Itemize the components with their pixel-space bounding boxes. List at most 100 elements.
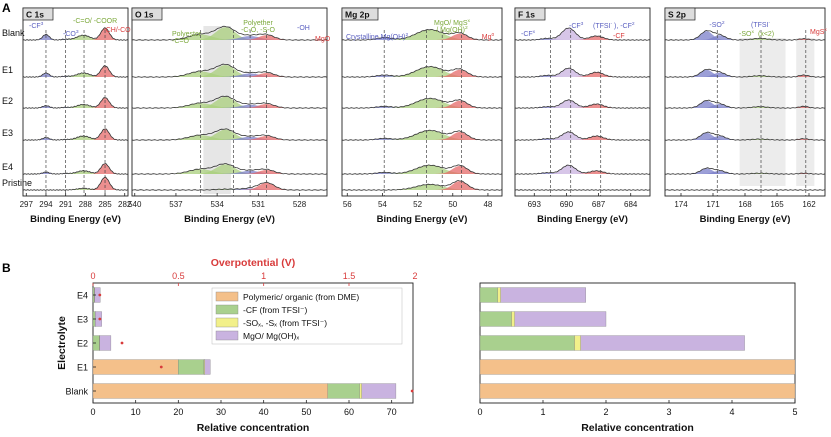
peak-annotation: -SO2	[709, 20, 724, 29]
peak-annotation: MgSx	[810, 28, 827, 36]
spectrum-envelope	[664, 131, 826, 141]
peak-fill	[59, 104, 108, 108]
spectrum-envelope	[342, 164, 503, 175]
peak-fill	[543, 132, 594, 140]
spectrum-envelope	[22, 128, 129, 141]
peak-annotation: (x<2)	[758, 31, 774, 38]
subplot-s2p: S 2p -SO2 (TFSI--SOx (x<2) MgSx 174 171 168 165 1…	[664, 7, 827, 225]
legend-label: -CF (from TFSI⁻)	[243, 305, 307, 315]
bar-segment	[92, 359, 179, 375]
tick-label: 54	[378, 200, 387, 209]
peak-fill	[732, 38, 788, 40]
secondary-tick-label: 0	[90, 271, 95, 281]
spectrum-envelope	[131, 95, 328, 109]
category-label: Blank	[65, 387, 88, 397]
spectrum-envelope	[132, 163, 328, 175]
spectrum-envelope	[22, 176, 129, 191]
tick-label: 174	[674, 200, 688, 209]
tick-label: 70	[387, 407, 397, 417]
spectrum-envelope	[664, 68, 826, 78]
peak-fill	[432, 132, 488, 140]
tick-label: 294	[39, 200, 53, 209]
bar-segment	[479, 383, 796, 399]
peak-annotation: Polyester	[172, 31, 202, 38]
spectrum-envelope	[341, 129, 503, 141]
peak-fill	[524, 106, 570, 108]
subplot-frame	[341, 7, 503, 197]
peak-fill	[356, 172, 412, 174]
peak-fill	[787, 75, 821, 77]
peak-fill	[214, 188, 286, 190]
peak-annotation: Mg0	[482, 32, 495, 41]
tick-label: 1	[540, 407, 545, 417]
tick-label: 20	[173, 407, 183, 417]
spectrum-envelope	[665, 167, 826, 175]
spectrum-envelope	[514, 189, 651, 191]
bar-segment	[511, 311, 515, 327]
tick-label: 50	[448, 200, 457, 209]
spectrum-envelope	[22, 27, 129, 41]
tick-label: 4	[729, 407, 734, 417]
subplot-c1s: C 1s-CF3 -CO3 -C=O/ -COOR -CH/-CO 297 294 291 2…	[20, 7, 132, 225]
tick-label: 534	[210, 200, 224, 209]
bar-segment	[514, 311, 607, 327]
peak-fill	[379, 184, 481, 190]
peak-fill	[52, 39, 80, 40]
peak-annotation: / Mg(OH)2	[436, 25, 468, 34]
overpotential-marker	[98, 293, 102, 297]
peak-fill	[787, 138, 821, 140]
spectrum-envelope	[664, 189, 826, 191]
legend-label: -SOₓ, -Sₓ (from TFSI⁻)	[243, 318, 327, 328]
peak-fill	[379, 130, 481, 140]
spectrum-envelope	[514, 67, 651, 78]
title-box	[514, 7, 546, 21]
category-label: E1	[77, 363, 88, 373]
peak-fill	[543, 28, 594, 40]
peak-fill	[59, 136, 108, 140]
secondary-tick-label: 1	[261, 271, 266, 281]
peak-fill	[59, 188, 108, 190]
peak-fill	[356, 138, 412, 140]
tick-label: 50	[301, 407, 311, 417]
spectrum-envelope	[664, 30, 826, 41]
bar-segment	[327, 383, 360, 399]
peak-fill	[697, 35, 742, 40]
peak-fill	[571, 36, 622, 40]
peak-fill	[697, 72, 742, 77]
tick-label: 56	[343, 200, 352, 209]
peak-fill	[684, 69, 729, 77]
peak-fill	[189, 129, 262, 140]
peak-fill	[732, 106, 788, 108]
bar-segment	[359, 383, 362, 399]
tick-label: 540	[128, 200, 142, 209]
spectrum-envelope	[23, 163, 129, 175]
tick-label: 48	[483, 200, 492, 209]
legend-swatch	[215, 304, 239, 315]
peak-fill	[787, 38, 821, 40]
category-label: E3	[77, 315, 88, 325]
bar-segment	[580, 335, 745, 351]
peak-annotation: -CF3	[569, 21, 584, 30]
subplot-frame	[22, 7, 129, 197]
x-axis-label: Binding Energy (eV)	[537, 214, 628, 225]
overpotential-marker	[120, 341, 124, 345]
peak-fill	[214, 136, 286, 140]
peak-fill	[543, 68, 594, 77]
peak-annotation: -CFx	[521, 30, 536, 38]
peak-fill	[379, 66, 481, 77]
title-box	[131, 7, 163, 21]
peak-fill	[524, 172, 570, 174]
row-label-e3: E3	[2, 128, 13, 138]
tick-label: 40	[259, 407, 269, 417]
title-box	[341, 7, 379, 21]
bar-segment	[479, 311, 512, 327]
tick-label: 690	[560, 200, 574, 209]
peak-fill	[59, 170, 108, 174]
peak-fill	[59, 73, 108, 77]
legend-label: Polymeric/ organic (from DME)	[243, 292, 359, 302]
tick-label: 288	[79, 200, 93, 209]
spectrum-envelope	[341, 65, 503, 78]
peak-fill	[59, 35, 108, 40]
secondary-tick-label: 2	[412, 271, 417, 281]
tick-label: 60	[344, 407, 354, 417]
